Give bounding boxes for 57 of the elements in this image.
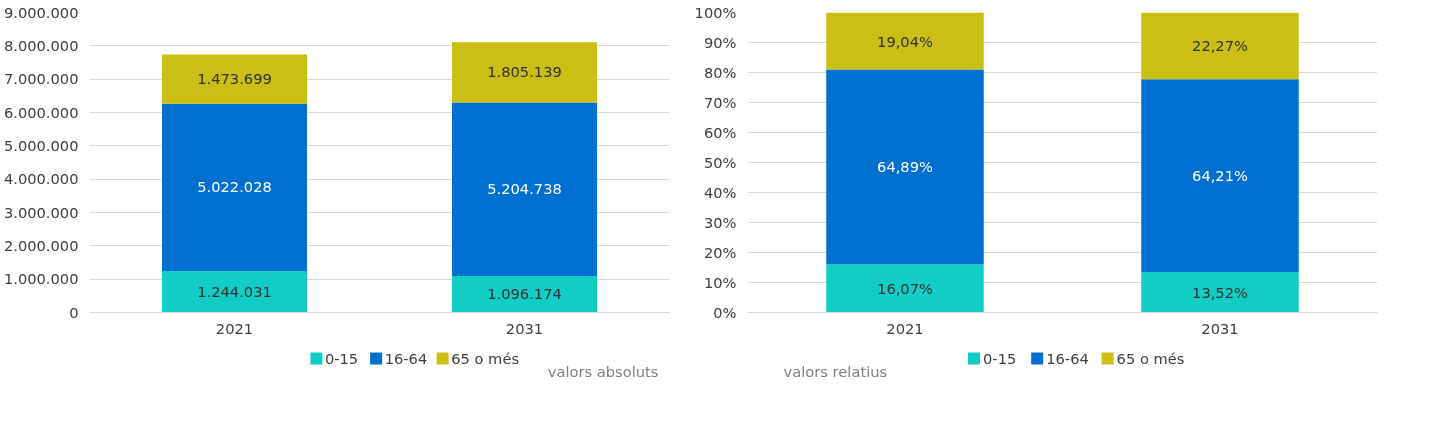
bar — [452, 275, 597, 313]
legend-label: 16-64 — [1046, 349, 1089, 367]
bar — [452, 42, 597, 103]
y-tick-label: 80% — [703, 64, 737, 81]
y-tick-label: 0% — [713, 304, 737, 321]
bar — [826, 12, 984, 70]
y-tick-label: 4.000.000 — [3, 170, 79, 188]
y-tick-label: 9.000.000 — [3, 3, 79, 21]
x-tick-label: 2031 — [1201, 319, 1239, 337]
y-tick-label: 7.000.000 — [3, 70, 79, 88]
y-tick-label: 10% — [703, 274, 737, 291]
y-tick-label: 5.000.000 — [3, 136, 79, 154]
x-tick-label: 2031 — [505, 319, 544, 337]
y-tick-label: 8.000.000 — [3, 36, 79, 54]
text: valors absoluts — [547, 363, 659, 380]
text: valors relatius — [783, 363, 888, 380]
legend-label: 65 o més — [1116, 350, 1185, 367]
bar — [162, 103, 307, 272]
data-label: 1.096.174 — [487, 285, 562, 303]
y-tick-label: 2.000.000 — [3, 236, 79, 254]
legend-label: 16-64 — [384, 349, 428, 367]
y-tick-label: 90% — [703, 34, 737, 51]
y-tick-label: 70% — [703, 94, 737, 111]
y-tick-label: 3.000.000 — [3, 203, 79, 221]
x-tick-label: 2021 — [886, 319, 924, 337]
data-label: 1.473.699 — [197, 70, 272, 88]
data-label: 64,89% — [877, 158, 934, 176]
y-tick-label: 30% — [703, 214, 737, 231]
y-tick-label: 6.000.000 — [3, 103, 79, 121]
bar — [1141, 79, 1299, 272]
data-label: 22,27% — [1192, 37, 1249, 55]
bar — [826, 264, 984, 313]
y-tick-label: 60% — [703, 124, 737, 141]
y-tick-label: 100% — [694, 4, 737, 21]
bar — [162, 54, 307, 104]
data-label: 1.244.031 — [197, 282, 272, 300]
bar — [162, 271, 307, 313]
y-tick-label: 1.000.000 — [3, 270, 79, 288]
legend-label: 65 o més — [451, 350, 520, 367]
y-tick-label: 50% — [703, 154, 737, 171]
data-label: 5.204.738 — [487, 180, 562, 198]
bar — [1141, 12, 1299, 80]
legend-label: 0-15 — [324, 349, 359, 367]
y-tick-label: 0 — [69, 303, 79, 321]
data-label: 5.022.028 — [197, 178, 272, 196]
data-label: 1.805.139 — [487, 63, 562, 81]
x-tick-label: 2021 — [215, 319, 254, 337]
bar — [1141, 271, 1299, 313]
bar — [452, 102, 597, 276]
data-label: 19,04% — [877, 32, 934, 50]
data-label: 16,07% — [877, 279, 934, 297]
y-tick-label: 20% — [703, 244, 737, 261]
legend-label: 0-15 — [983, 349, 1017, 367]
y-tick-label: 40% — [703, 184, 737, 201]
data-label: 64,21% — [1192, 167, 1249, 185]
data-label: 13,52% — [1192, 283, 1249, 301]
bar — [826, 69, 984, 265]
